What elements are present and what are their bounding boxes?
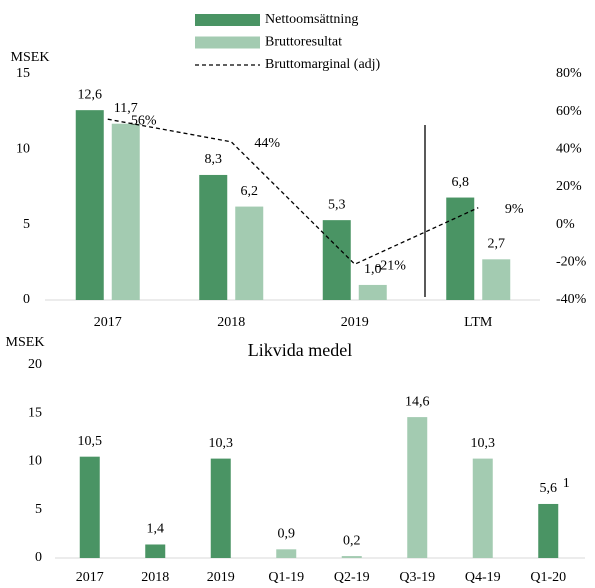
value-label: 14,6 [405,394,430,409]
value-label: 0,2 [343,533,361,548]
legend-label: Nettoomsättning [265,12,358,27]
bar [145,544,166,558]
bar [407,417,428,558]
y-tick-label: 0 [23,292,30,307]
y2-tick-label: 80% [556,66,582,81]
x-tick-label: Q2-19 [334,570,370,585]
bar [358,284,387,300]
value-label: 10,3 [471,436,496,451]
y2-tick-label: 0% [556,217,575,232]
y-tick-label: 5 [35,502,42,517]
bar [75,110,104,300]
line-value-label: -21% [376,258,407,273]
legend-swatch [195,14,260,26]
value-label: 6,8 [452,175,470,190]
value-label: 1,4 [147,522,165,537]
legend-label: Bruttomarginal (adj) [265,57,381,72]
bar [472,458,493,558]
value-label: 5,3 [328,197,346,212]
x-tick-label: 2017 [94,315,122,330]
x-tick-label: 2019 [207,570,235,585]
y2-tick-label: -20% [556,255,587,270]
x-tick-label: 2018 [141,570,169,585]
bar [79,456,100,558]
y-tick-label: 5 [23,217,30,232]
bar [210,458,231,558]
y2-tick-label: -40% [556,292,587,307]
value-label: 8,3 [205,152,223,167]
bar [199,174,228,300]
bar [235,206,264,300]
y-axis-label: MSEK [6,335,45,350]
y-tick-label: 15 [28,405,42,420]
y2-tick-label: 60% [556,104,582,119]
x-tick-label: Q1-19 [268,570,304,585]
y2-tick-label: 40% [556,142,582,157]
x-tick-label: Q1-20 [530,570,566,585]
y-tick-label: 20 [28,357,42,372]
legend-swatch [195,36,260,49]
y-tick-label: 10 [28,454,42,469]
x-tick-label: Q3-19 [399,570,435,585]
x-tick-label: Q4-19 [465,570,501,585]
y-tick-label: 0 [35,550,42,565]
bar [482,259,511,300]
value-label: 0,9 [278,527,296,542]
bar [538,503,559,558]
value-label: 10,5 [78,434,103,449]
x-tick-label: 2018 [217,315,245,330]
value-label: 6,2 [241,184,259,199]
value-label: 12,6 [78,87,103,102]
bar [276,549,297,558]
annotation: 1 [563,476,570,491]
x-tick-label: 2017 [76,570,104,585]
bar [111,123,140,300]
x-tick-label: LTM [464,315,493,330]
bar [341,556,362,558]
bar [446,197,475,300]
chart-title: Likvida medel [248,340,352,360]
value-label: 5,6 [540,481,558,496]
y-tick-label: 10 [16,142,30,157]
line-value-label: 44% [254,136,280,151]
y-axis-label: MSEK [11,50,50,65]
line-value-label: 9% [505,202,524,217]
value-label: 10,3 [209,436,234,451]
line [107,118,479,265]
value-label: 11,7 [114,101,138,116]
x-tick-label: 2019 [341,315,369,330]
y-tick-label: 15 [16,66,30,81]
line-value-label: 56% [131,113,157,128]
y2-tick-label: 20% [556,179,582,194]
bar [322,220,351,300]
legend-label: Bruttoresultat [265,35,342,50]
value-label: 1,0 [364,262,382,277]
value-label: 2,7 [488,237,506,252]
